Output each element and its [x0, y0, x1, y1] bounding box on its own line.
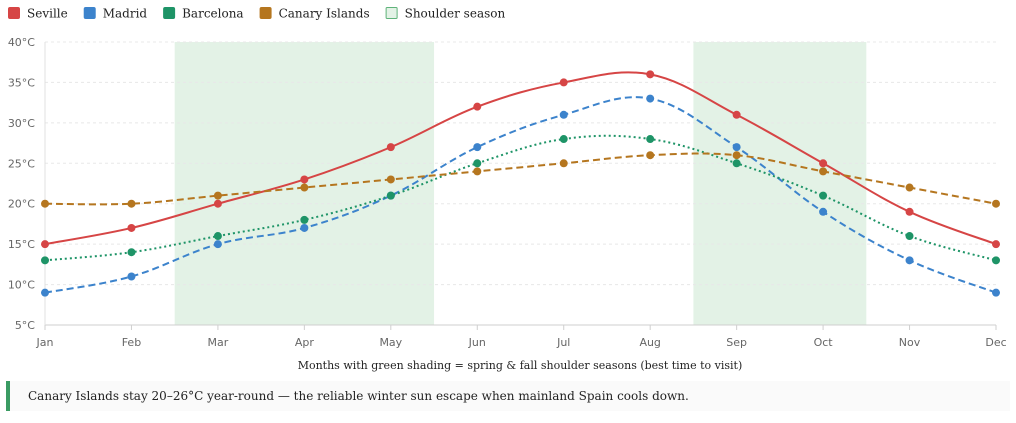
data-point-barcelona-jul[interactable] — [559, 135, 568, 144]
data-point-canary-islands-apr[interactable] — [300, 183, 309, 192]
legend-item-shoulder-season[interactable]: Shoulder season — [385, 7, 506, 21]
y-tick-label: 10°C — [8, 279, 35, 292]
data-point-canary-islands-jun[interactable] — [473, 167, 482, 176]
legend-label: Madrid — [103, 7, 148, 21]
data-point-madrid-jan[interactable] — [41, 288, 49, 297]
data-point-madrid-jun[interactable] — [473, 143, 482, 152]
data-point-canary-islands-may[interactable] — [386, 175, 395, 184]
y-tick-label: 35°C — [8, 76, 35, 89]
x-tick-label: Dec — [985, 336, 1006, 349]
y-tick-label: 30°C — [8, 117, 35, 130]
y-tick-label: 25°C — [8, 157, 35, 170]
data-point-barcelona-feb[interactable] — [127, 248, 136, 257]
data-point-seville-may[interactable] — [386, 143, 395, 152]
data-point-seville-aug[interactable] — [646, 70, 655, 79]
data-point-barcelona-may[interactable] — [386, 191, 395, 200]
legend-item-madrid[interactable]: Madrid — [83, 7, 148, 21]
data-point-madrid-mar[interactable] — [213, 240, 222, 249]
data-point-seville-jan[interactable] — [41, 240, 49, 249]
legend: Seville Madrid Barcelona Canary Islands Shou… — [8, 7, 505, 21]
data-point-seville-apr[interactable] — [300, 175, 309, 184]
axes: 5°C 10°C 15°C 20°C 25°C 30°C 35°C 40°C Jan Feb Mar… — [8, 36, 1007, 349]
data-point-barcelona-mar[interactable] — [213, 232, 222, 241]
legend-label: Barcelona — [182, 7, 243, 21]
x-tick-label: Jul — [556, 336, 570, 349]
data-point-barcelona-oct[interactable] — [819, 191, 828, 200]
series-seville — [41, 70, 1000, 249]
data-point-seville-oct[interactable] — [819, 159, 828, 168]
y-tick-label: 20°C — [8, 198, 35, 211]
info-note-text: Canary Islands stay 20–26°C year-round —… — [28, 389, 689, 403]
legend-label: Canary Islands — [279, 7, 370, 21]
x-tick-label: Aug — [639, 336, 660, 349]
x-tick-label: May — [379, 336, 402, 349]
y-tick-label: 40°C — [8, 36, 35, 49]
data-point-seville-feb[interactable] — [127, 223, 136, 232]
grid — [45, 41, 996, 326]
data-point-seville-jul[interactable] — [559, 78, 568, 87]
y-tick-label: 5°C — [15, 319, 35, 332]
data-point-canary-islands-oct[interactable] — [819, 167, 828, 176]
data-point-barcelona-jun[interactable] — [473, 159, 482, 168]
data-point-canary-islands-jul[interactable] — [559, 159, 568, 168]
data-point-barcelona-apr[interactable] — [300, 215, 309, 224]
data-point-madrid-apr[interactable] — [300, 223, 309, 232]
data-point-seville-dec[interactable] — [992, 240, 1000, 249]
legend-swatch — [385, 7, 398, 19]
data-point-barcelona-nov[interactable] — [905, 232, 914, 241]
shoulder-band-fall — [693, 42, 867, 325]
data-point-canary-islands-feb[interactable] — [127, 199, 136, 208]
data-point-madrid-jul[interactable] — [559, 110, 568, 119]
legend-label: Seville — [27, 7, 68, 21]
info-note: Canary Islands stay 20–26°C year-round —… — [6, 381, 1010, 411]
series-canary-islands — [41, 151, 1000, 208]
x-tick-label: Oct — [814, 336, 834, 349]
x-tick-label: Sep — [726, 336, 747, 349]
data-point-madrid-dec[interactable] — [992, 288, 1000, 297]
data-point-seville-nov[interactable] — [905, 207, 914, 216]
data-point-madrid-sep[interactable] — [732, 143, 741, 152]
data-point-canary-islands-nov[interactable] — [905, 183, 914, 192]
data-point-madrid-nov[interactable] — [905, 256, 914, 265]
legend-item-barcelona[interactable]: Barcelona — [163, 7, 244, 21]
data-point-madrid-feb[interactable] — [127, 272, 136, 281]
legend-swatch — [83, 7, 96, 19]
y-tick-label: 15°C — [8, 238, 35, 251]
data-point-barcelona-aug[interactable] — [646, 135, 655, 144]
temperature-chart: 5°C 10°C 15°C 20°C 25°C 30°C 35°C 40°C Jan Feb Mar… — [8, 7, 1007, 373]
data-point-madrid-oct[interactable] — [819, 207, 828, 216]
series-barcelona — [41, 134, 1000, 265]
x-tick-label: Nov — [899, 336, 921, 349]
legend-swatch — [8, 7, 20, 19]
data-point-madrid-aug[interactable] — [646, 94, 655, 103]
shoulder-season-shading — [174, 42, 867, 325]
legend-swatch — [259, 7, 272, 19]
shoulder-band-spring — [174, 42, 435, 325]
x-tick-label: Apr — [295, 336, 315, 349]
series-line-barcelona — [44, 134, 997, 262]
legend-item-canary-islands[interactable]: Canary Islands — [259, 7, 370, 21]
data-point-barcelona-dec[interactable] — [992, 256, 1000, 265]
legend-swatch — [163, 7, 176, 19]
x-tick-label: Feb — [122, 336, 141, 349]
series-line-canary-islands — [44, 152, 997, 206]
data-point-barcelona-jan[interactable] — [41, 256, 49, 265]
x-axis-label: Months with green shading = spring & fal… — [298, 359, 743, 372]
data-point-canary-islands-sep[interactable] — [732, 151, 741, 160]
data-point-canary-islands-mar[interactable] — [213, 191, 222, 200]
data-point-seville-sep[interactable] — [732, 110, 741, 119]
data-point-barcelona-sep[interactable] — [732, 159, 741, 168]
legend-label: Shoulder season — [405, 7, 506, 21]
data-point-canary-islands-dec[interactable] — [992, 199, 1000, 208]
x-tick-label: Mar — [208, 336, 229, 349]
data-point-seville-mar[interactable] — [213, 199, 222, 208]
data-point-canary-islands-jan[interactable] — [41, 199, 49, 208]
data-point-seville-jun[interactable] — [473, 102, 482, 111]
legend-item-seville[interactable]: Seville — [8, 7, 68, 21]
data-point-canary-islands-aug[interactable] — [646, 151, 655, 160]
x-tick-label: Jun — [468, 336, 486, 349]
x-tick-label: Jan — [36, 336, 54, 349]
series — [41, 70, 1000, 297]
series-line-seville — [44, 71, 997, 246]
